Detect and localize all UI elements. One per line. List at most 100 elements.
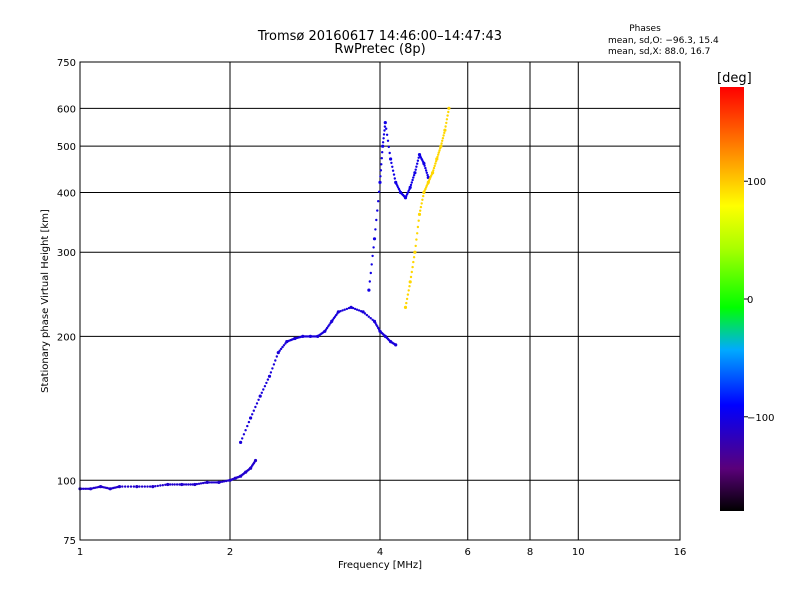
stats-x-mode: mean, sd,X: 88.0, 16.7	[608, 47, 710, 57]
x-axis-label: Frequency [MHz]	[338, 560, 422, 571]
data-point	[382, 133, 386, 136]
data-point	[441, 139, 444, 142]
data-point	[393, 177, 396, 180]
data-point	[241, 437, 244, 440]
data-point	[80, 487, 84, 490]
x-tick-label: 2	[227, 547, 233, 558]
data-point	[433, 164, 436, 168]
data-point	[419, 205, 423, 209]
data-point	[415, 165, 418, 168]
data-point	[392, 173, 396, 176]
data-point	[343, 308, 346, 311]
data-point	[263, 385, 267, 388]
data-point	[409, 183, 413, 187]
y-tick-label: 600	[57, 104, 76, 115]
data-point	[447, 106, 451, 110]
data-point	[351, 306, 355, 310]
data-point	[415, 238, 418, 241]
data-point	[425, 171, 428, 174]
data-point	[211, 481, 215, 484]
data-point	[386, 139, 390, 142]
data-point	[394, 343, 398, 347]
data-point	[369, 317, 372, 320]
data-point	[272, 363, 276, 366]
data-point	[278, 349, 281, 352]
data-point	[129, 485, 133, 488]
data-point	[336, 310, 340, 314]
data-point	[166, 482, 170, 487]
data-point	[201, 481, 205, 485]
colorbar-ticks: 100 0 −100	[744, 177, 774, 424]
data-point	[368, 280, 371, 283]
data-point	[143, 485, 146, 488]
data-point	[262, 388, 265, 391]
data-point	[414, 244, 417, 248]
y-tick-label: 300	[57, 248, 76, 259]
data-point	[445, 121, 448, 125]
data-point	[411, 178, 414, 182]
data-point	[385, 127, 388, 130]
data-point	[168, 483, 172, 486]
data-point	[349, 305, 353, 309]
data-point	[412, 256, 416, 259]
data-point	[372, 237, 377, 241]
data-point	[378, 180, 382, 184]
data-point	[381, 144, 385, 148]
x-tick-label: 6	[465, 547, 471, 558]
data-point	[383, 121, 387, 125]
plot-frame	[79, 61, 681, 541]
data-point	[447, 110, 450, 114]
data-point	[193, 482, 197, 487]
data-point	[328, 323, 331, 326]
data-point	[431, 171, 435, 175]
stats-o-mode: mean, sd,O: −96.3, 15.4	[608, 36, 719, 46]
data-point	[209, 481, 213, 484]
data-point	[266, 378, 270, 381]
colorbar-tick-label: 0	[747, 295, 753, 306]
data-point	[422, 194, 425, 198]
data-point	[436, 155, 439, 159]
data-point	[132, 485, 136, 488]
data-point	[424, 169, 428, 172]
data-point	[274, 359, 277, 362]
data-point	[440, 142, 443, 145]
data-point	[408, 285, 411, 288]
data-point	[389, 157, 393, 161]
data-point	[156, 484, 159, 488]
data-point	[254, 405, 257, 409]
data-point	[413, 250, 417, 254]
data-point	[410, 270, 413, 274]
data-point	[85, 487, 89, 490]
data-point	[417, 156, 420, 159]
data-point	[412, 174, 416, 177]
data-point	[255, 402, 259, 405]
data-point	[189, 483, 192, 486]
data-point	[195, 482, 199, 486]
data-point	[381, 141, 385, 144]
data-point	[426, 173, 429, 177]
y-tick-label: 500	[57, 142, 76, 153]
data-point	[403, 305, 408, 309]
data-point	[173, 483, 176, 486]
data-point	[370, 263, 373, 266]
data-point	[411, 265, 414, 269]
data-point	[371, 318, 374, 321]
chart-title: Tromsø 20160617 14:46:00–14:47:43	[257, 29, 502, 44]
data-point	[379, 169, 383, 172]
data-point	[432, 166, 436, 170]
data-point	[82, 487, 85, 490]
data-point	[345, 307, 349, 311]
data-point	[377, 190, 381, 193]
data-point	[388, 151, 391, 155]
data-point	[207, 481, 211, 484]
data-point	[148, 485, 152, 488]
chart-subtitle: RwPretec (8p)	[334, 42, 425, 57]
data-point	[438, 149, 441, 152]
data-point	[410, 181, 413, 184]
data-point	[424, 166, 427, 170]
data-point	[197, 482, 201, 485]
data-point	[407, 289, 410, 292]
data-points	[78, 106, 451, 491]
data-point	[419, 209, 422, 212]
